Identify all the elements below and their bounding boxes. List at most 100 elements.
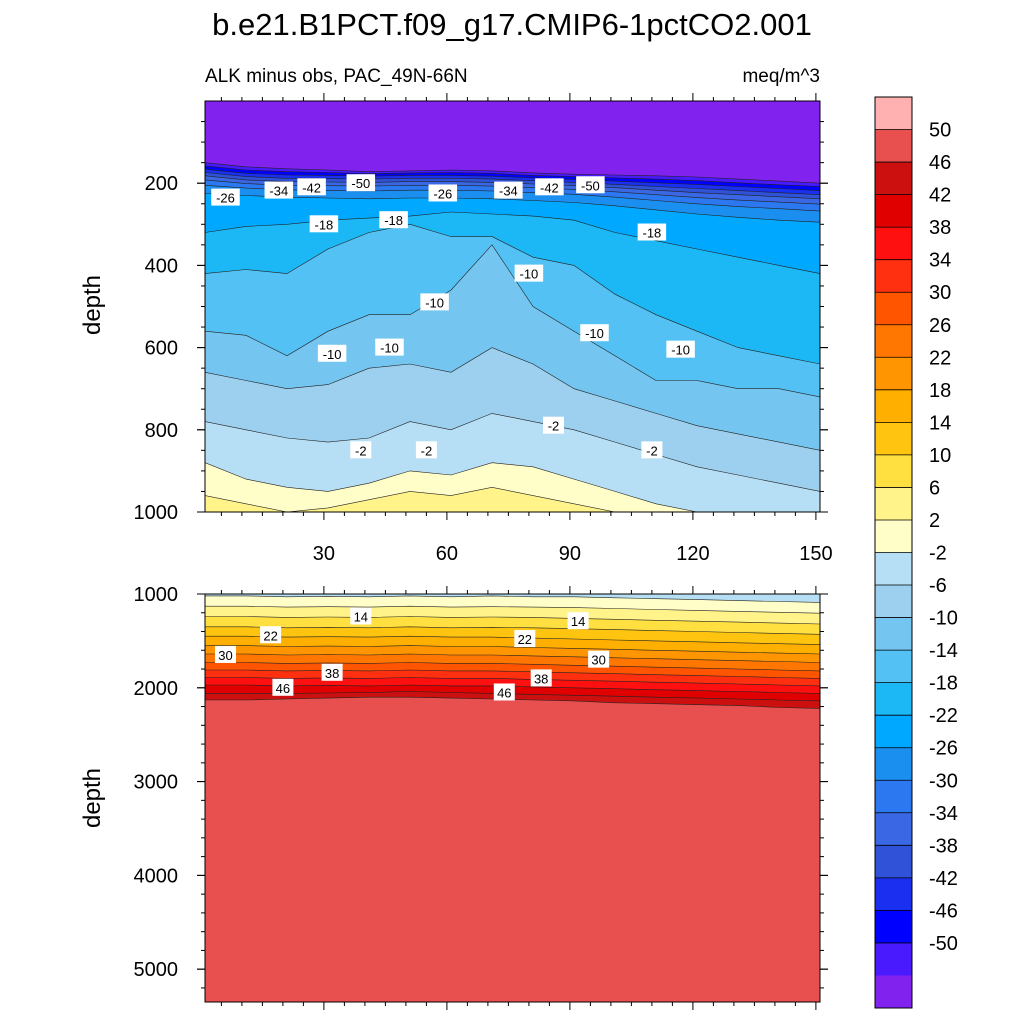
y-tick-label: 200 [145,173,178,195]
colorbar-box [875,780,912,814]
contour-line--42 [205,168,820,191]
colorbar-label: 34 [929,250,951,272]
colorbar-box [875,389,912,423]
svg-text:-42: -42 [540,180,559,195]
colorbar-box [875,194,912,228]
colorbar-label: 6 [929,477,940,499]
contour-line--22 [205,193,820,223]
colorbar-box [875,422,912,456]
svg-text:30: 30 [218,648,232,663]
y-tick-label: 4000 [134,865,179,887]
contour-label: -50 [576,176,605,194]
contour-label: 22 [514,630,536,648]
svg-text:-10: -10 [585,326,604,341]
colorbar-label: -30 [929,770,958,792]
contour-label: 14 [350,607,372,625]
colorbar-label: -14 [929,640,958,662]
contour-label: 38 [530,669,552,687]
contour-line-6 [205,486,820,512]
colorbar-box [875,519,912,553]
svg-text:-26: -26 [433,186,452,201]
contour-label: -2 [543,416,564,434]
svg-text:-2: -2 [548,419,560,434]
contour-line-18 [205,635,820,645]
contour-line--2 [205,413,820,492]
svg-text:-26: -26 [216,191,235,206]
contour-line-14 [205,626,820,635]
colorbar-label: -22 [929,705,958,727]
svg-text:-2: -2 [646,443,658,458]
x-tick-label: 30 [313,543,335,565]
colorbar-box [875,162,912,196]
svg-text:-2: -2 [421,443,433,458]
top-y-axis-label: depth [79,275,106,335]
contour-line-2 [205,595,820,603]
svg-text:22: 22 [518,632,532,647]
colorbar-label: 10 [929,445,951,467]
y-tick-label: 1000 [134,584,179,606]
colorbar-box [875,585,912,618]
colorbar-box [875,552,912,586]
colorbar-box [875,292,912,326]
contour-label: -10 [375,338,404,356]
contour-fill-2 [205,462,820,512]
contour-line-10 [205,616,820,625]
svg-text:-34: -34 [499,184,518,199]
colorbar-label: 42 [929,185,951,207]
colorbar-label: 22 [929,347,951,369]
figure-title: b.e21.B1PCT.f09_g17.CMIP6-1pctCO2.001 [212,7,812,42]
y-tick-label: 1000 [134,502,179,524]
colorbar-box [875,942,912,976]
colorbar-box [875,227,912,261]
svg-text:-50: -50 [351,176,370,191]
contour-label: -2 [415,441,437,459]
contour-line--14 [205,223,820,365]
svg-text:38: 38 [534,671,548,686]
x-tick-label: 90 [559,543,581,565]
contour-line-22 [205,645,820,655]
svg-text:30: 30 [591,653,605,668]
top-right-string: meq/m^3 [742,66,820,87]
contour-line--18 [205,211,820,274]
colorbar-label: 26 [929,315,951,337]
colorbar: 50 46 42 38 34 30 26 22 18 14 10 6 2 -2 -6 -10 -14 -18 -22… [874,96,958,1009]
colorbar-label: -38 [929,835,958,857]
y-tick-label: 2000 [134,678,179,700]
svg-text:-10: -10 [323,347,342,362]
contour-label: -42 [535,178,564,196]
contour-line-6 [205,605,820,614]
colorbar-box [875,454,912,488]
colorbar-label: 2 [929,510,940,532]
svg-text:14: 14 [354,610,368,625]
colorbar-box [875,487,912,521]
svg-text:-34: -34 [269,184,288,199]
contour-label: -26 [428,184,458,202]
colorbar-label: -46 [929,900,958,922]
svg-text:-10: -10 [380,341,399,356]
svg-text:-18: -18 [643,226,662,241]
colorbar-box [875,129,912,163]
svg-text:38: 38 [325,666,339,681]
colorbar-label: 38 [929,217,951,239]
contour-line--50 [205,162,820,184]
top-panel: -26 -34 -42 -50 -26 -34 -42 -50 -18 -18 -18 -10 -10 -… [134,93,833,565]
contour-label: 46 [272,678,294,696]
colorbar-label: 46 [929,152,951,174]
colorbar-box [875,747,912,781]
contour-label: -34 [264,181,294,199]
colorbar-box [875,845,912,879]
svg-text:-18: -18 [384,213,403,228]
contour-label: 30 [588,650,610,668]
bottom-y-axis-label: depth [79,768,106,828]
colorbar-label: -18 [929,673,958,695]
contour-label: -26 [211,188,240,206]
svg-text:-50: -50 [581,178,600,193]
x-tick-label: 150 [799,543,832,565]
contour-label: -2 [350,441,372,459]
svg-text:-2: -2 [355,443,367,458]
contour-label: 14 [567,612,589,630]
colorbar-box [875,259,912,293]
y-tick-label: 800 [145,420,178,442]
svg-text:-10: -10 [425,295,444,310]
colorbar-label: -50 [929,933,958,955]
